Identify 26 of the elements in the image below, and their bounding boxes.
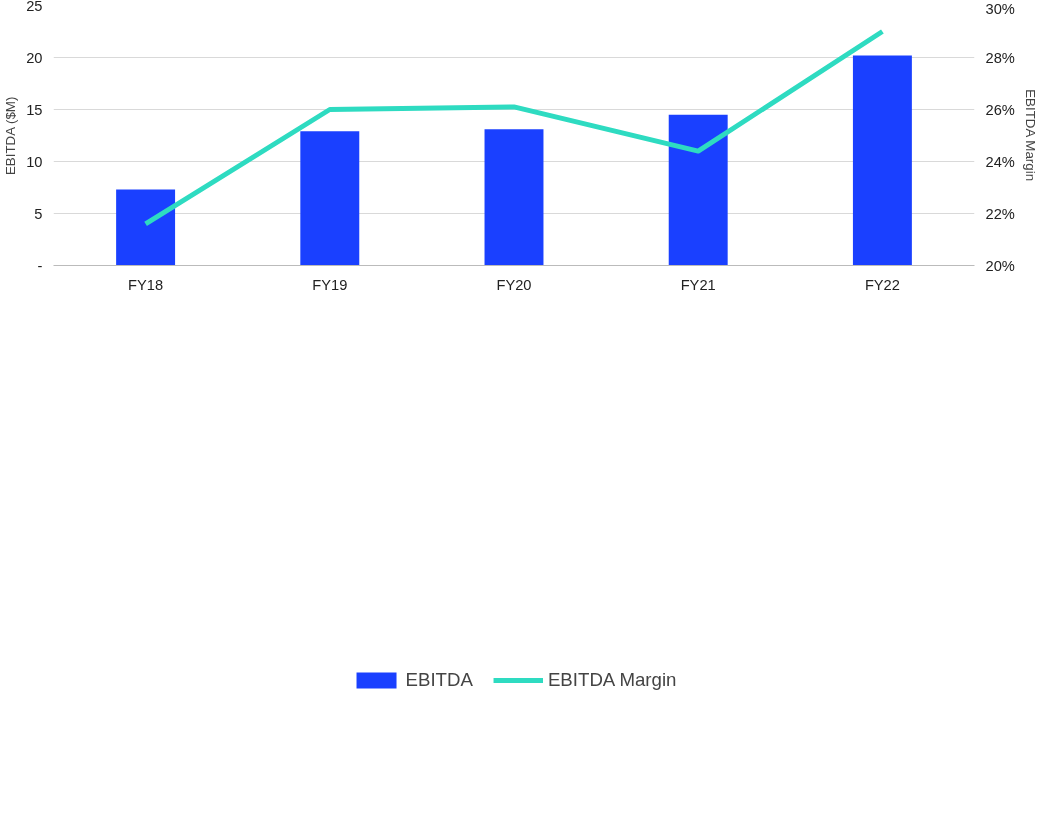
y2-tick-label: 24% [985,153,1015,170]
y2-tick-label: 28% [985,49,1015,66]
x-tick-label: FY22 [864,276,900,293]
x-tick-label: FY18 [128,276,164,293]
bar [668,114,728,266]
bar [116,189,176,266]
y-tick-label: 15 [26,101,43,118]
x-tick-label: FY20 [496,276,532,293]
y-tick-label: - [37,257,43,274]
x-tick-label: FY19 [312,276,348,293]
y2-tick-label: 30% [985,0,1015,17]
x-tick-label: FY21 [680,276,716,293]
bar [300,131,360,266]
legend-label: EBITDA [405,668,473,691]
y-tick-label: 5 [34,205,43,222]
y2-axis-title: EBITDA Margin [1022,89,1038,182]
y2-tick-label: 26% [985,101,1015,118]
bar [852,55,912,266]
y-tick-label: 25 [26,0,43,14]
y-axis-title: EBITDA ($M) [3,96,19,176]
legend-label: EBITDA Margin [547,668,677,691]
y-tick-label: 20 [26,49,43,66]
bar [484,129,544,266]
y2-tick-label: 20% [985,257,1015,274]
y2-tick-label: 22% [985,205,1015,222]
y-tick-label: 10 [26,153,43,170]
